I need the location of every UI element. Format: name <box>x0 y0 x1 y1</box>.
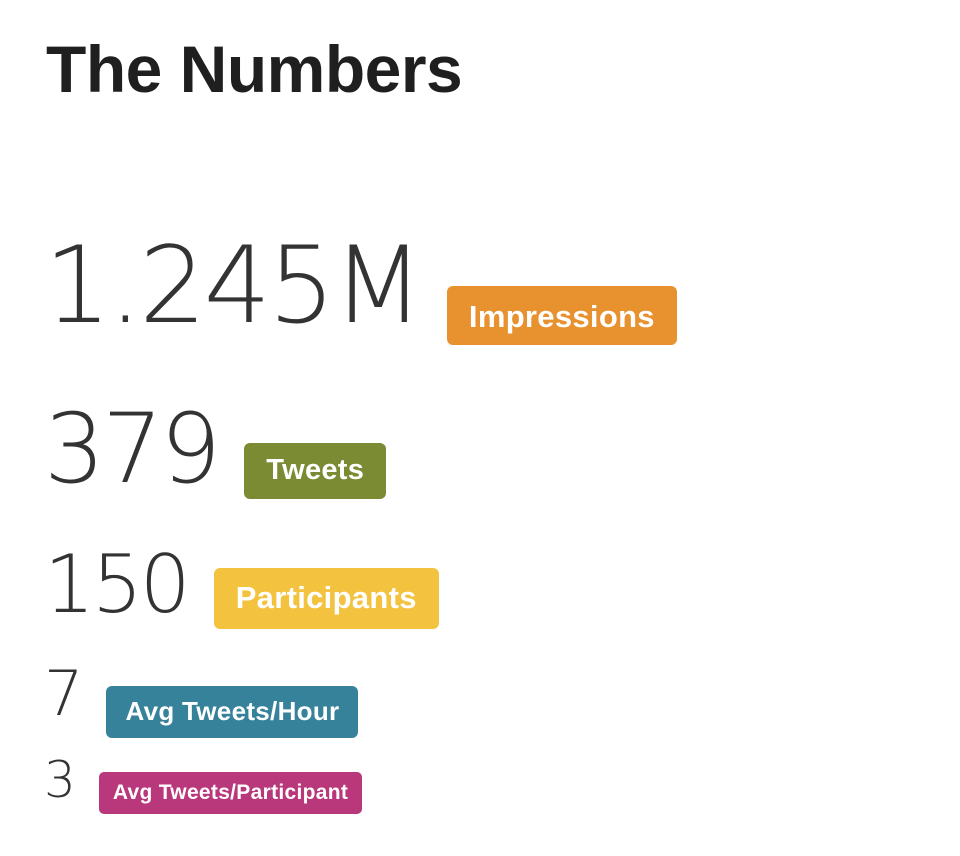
page-title: The Numbers <box>46 32 463 106</box>
stat-value: 7 <box>44 657 83 730</box>
stat-badge: Tweets <box>244 443 387 499</box>
stat-value: 3 <box>44 751 76 809</box>
stat-badge: Avg Tweets/Participant <box>98 772 363 814</box>
stat-value: 1.245M <box>44 223 424 347</box>
stat-badge: Impressions <box>446 286 677 345</box>
stat-avg-tweets-per-participant: 3 Avg Tweets/Participant <box>44 746 363 814</box>
stat-badge: Avg Tweets/Hour <box>106 686 359 738</box>
stat-tweets: 379 Tweets <box>44 392 387 505</box>
stat-badge: Participants <box>213 568 439 629</box>
stat-impressions: 1.245M Impressions <box>44 226 677 345</box>
stat-value: 150 <box>44 537 191 631</box>
stat-value: 379 <box>44 392 221 505</box>
stat-avg-tweets-per-hour: 7 Avg Tweets/Hour <box>44 650 359 738</box>
stat-participants: 150 Participants <box>44 540 439 629</box>
